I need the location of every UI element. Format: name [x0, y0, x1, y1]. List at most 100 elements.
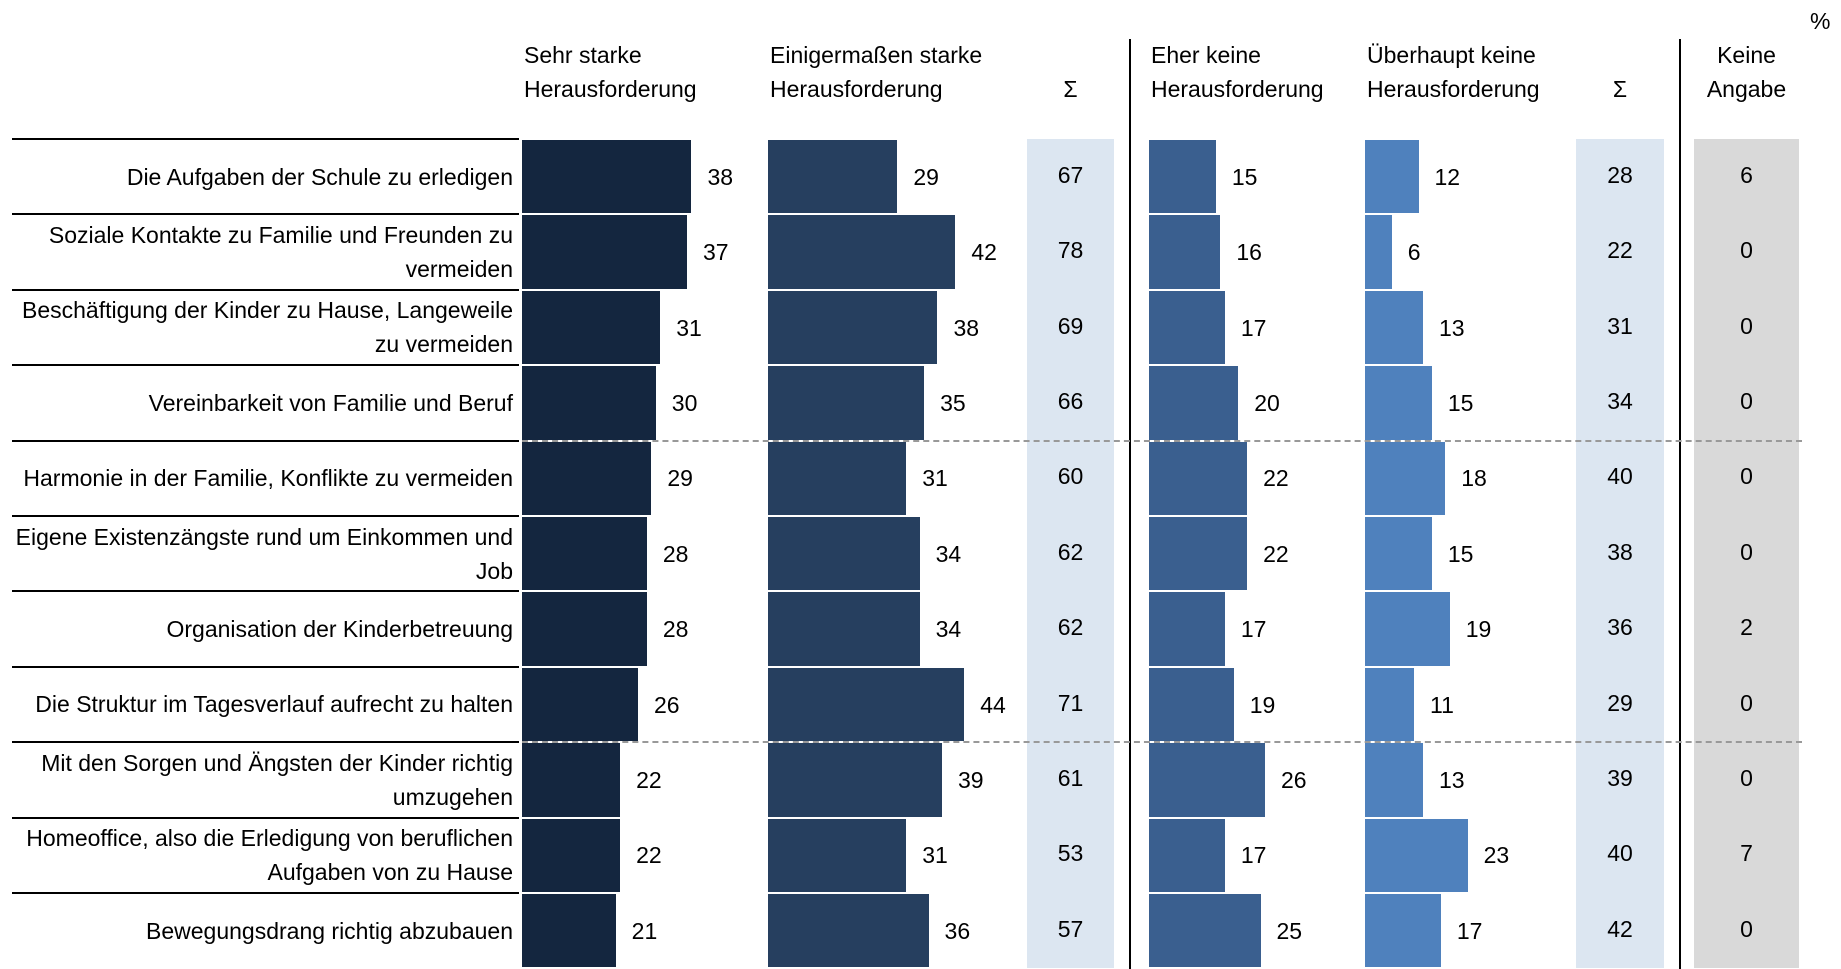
bar	[522, 517, 647, 591]
value-label: 26	[653, 691, 680, 718]
total-value: 36	[1607, 614, 1633, 641]
total-band	[1027, 139, 1114, 969]
row-rule	[12, 288, 519, 291]
row-label: Harmonie in der Familie, Konflikte zu ve…	[23, 465, 513, 492]
bar	[1149, 140, 1216, 214]
total-value: 22	[1607, 237, 1633, 264]
value-label: 13	[1438, 314, 1465, 341]
value-label: 19	[1249, 691, 1276, 718]
total-band	[1576, 139, 1664, 969]
column-header: Σ	[1612, 76, 1628, 102]
bar	[1149, 517, 1248, 591]
column-header: Eher keine Herausforderung	[1151, 42, 1324, 102]
unit-label: %	[1810, 8, 1831, 34]
row-label: Die Aufgaben der Schule zu erledigen	[126, 163, 513, 190]
value-label: 21	[631, 917, 658, 944]
row-rule	[12, 892, 519, 894]
total-value: 57	[1057, 915, 1084, 942]
value-label: 17	[1240, 842, 1267, 869]
bar	[1149, 894, 1261, 968]
row-label: Beschäftigung der Kinder zu Hause, Lange…	[22, 297, 513, 358]
bar	[1365, 215, 1392, 289]
row-rule	[12, 364, 519, 367]
bar	[768, 818, 907, 892]
total-value: 40	[1607, 463, 1633, 490]
value-label: 29	[667, 465, 693, 492]
no-answer-value: 6	[1740, 161, 1753, 188]
bar	[522, 290, 661, 365]
total-value: 62	[1057, 614, 1084, 641]
total-value: 42	[1607, 915, 1633, 942]
value-label: 28	[662, 540, 689, 567]
bar	[1365, 743, 1423, 817]
bar	[522, 667, 638, 742]
value-label: 22	[636, 842, 662, 869]
bar	[768, 290, 938, 365]
total-value: 53	[1057, 840, 1084, 867]
bar	[768, 592, 920, 666]
no-answer-band	[1694, 139, 1799, 969]
column-header: Überhaupt keine Herausforderung	[1367, 42, 1540, 102]
total-value: 69	[1057, 312, 1084, 339]
value-label: 31	[922, 465, 948, 492]
bar	[522, 366, 656, 440]
total-value: 62	[1057, 538, 1084, 565]
bar	[1365, 290, 1423, 365]
value-label: 25	[1276, 917, 1303, 944]
no-answer-value: 0	[1740, 689, 1753, 716]
value-label: 17	[1240, 616, 1267, 643]
value-label: 28	[662, 616, 689, 643]
total-value: 71	[1057, 689, 1084, 716]
bar	[522, 894, 616, 968]
bar	[1149, 215, 1221, 289]
no-answer-value: 2	[1740, 614, 1753, 641]
value-label: 39	[957, 766, 984, 793]
value-label: 37	[703, 239, 729, 266]
value-label: 18	[1461, 465, 1487, 492]
bar	[1149, 290, 1225, 365]
total-value: 31	[1607, 312, 1633, 339]
total-value: 67	[1057, 161, 1084, 188]
value-label: 36	[944, 917, 971, 944]
value-label: 31	[676, 314, 702, 341]
bar	[768, 441, 907, 515]
bar	[1365, 140, 1419, 214]
bar	[768, 667, 965, 742]
value-label: 19	[1465, 616, 1492, 643]
bar	[1365, 667, 1415, 742]
bar	[1149, 441, 1248, 515]
value-label: 30	[671, 389, 698, 416]
value-label: 42	[971, 239, 997, 266]
value-label: 29	[913, 163, 939, 190]
row-label: Bewegungsdrang richtig abzubauen	[146, 917, 513, 944]
no-answer-value: 0	[1740, 915, 1753, 942]
value-label: 34	[935, 540, 962, 567]
total-value: 28	[1607, 161, 1633, 188]
group-divider	[522, 741, 1802, 744]
value-label: 34	[935, 616, 962, 643]
total-value: 29	[1607, 689, 1633, 716]
bar	[768, 894, 929, 968]
bar	[522, 441, 652, 515]
no-answer-value: 0	[1740, 764, 1753, 791]
no-answer-value: 7	[1740, 840, 1753, 867]
bar	[768, 366, 925, 440]
bar	[522, 592, 647, 666]
column-header: Keine Angabe	[1706, 42, 1787, 102]
bar	[1365, 517, 1432, 591]
value-label: 26	[1280, 766, 1307, 793]
row-label: Die Struktur im Tagesverlauf aufrecht zu…	[35, 691, 513, 718]
bar	[768, 215, 956, 289]
value-label: 17	[1240, 314, 1267, 341]
value-label: 38	[707, 163, 734, 190]
total-value: 61	[1057, 764, 1084, 791]
value-label: 11	[1430, 691, 1454, 718]
no-answer-value: 0	[1740, 387, 1753, 414]
group-divider	[522, 439, 1802, 442]
value-label: 12	[1434, 163, 1461, 190]
bar	[1149, 743, 1265, 817]
row-label: Mit den Sorgen und Ängsten der Kinder ri…	[41, 749, 513, 810]
value-label: 6	[1407, 239, 1421, 266]
column-header: Einigermaßen starke Herausforderung	[770, 42, 983, 102]
